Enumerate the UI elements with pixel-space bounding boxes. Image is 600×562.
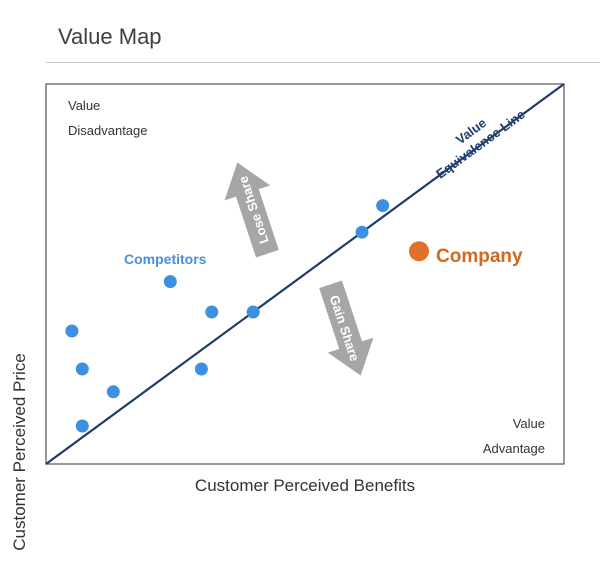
company-point	[409, 241, 429, 262]
competitor-point-8	[246, 305, 260, 319]
competitor-point-5	[163, 275, 177, 289]
lose-share-arrow-shape	[224, 162, 279, 258]
value-map-chart: Lose Share Gain Share Value Equivalence …	[45, 83, 565, 465]
y-axis-label: Customer Perceived Price	[10, 353, 29, 551]
competitor-point-6	[194, 362, 208, 376]
value-advantage-label-line2: Advantage	[483, 441, 545, 456]
value-disadvantage-label-line1: Value	[68, 98, 100, 113]
competitor-point-2	[75, 362, 89, 376]
competitor-point-7	[205, 305, 219, 319]
value-disadvantage-label-line2: Disadvantage	[68, 123, 148, 138]
competitor-point-4	[106, 385, 120, 399]
gain-share-arrow-shape	[319, 280, 374, 376]
competitor-point-1	[65, 324, 79, 338]
x-axis-label: Customer Perceived Benefits	[194, 476, 416, 495]
value-equivalence-line	[45, 83, 565, 465]
page-title: Value Map	[58, 24, 162, 49]
competitors-label: Competitors	[124, 251, 207, 267]
competitor-point-3	[75, 419, 89, 433]
company-label: Company	[436, 246, 523, 267]
competitor-point-9	[355, 225, 369, 239]
data-points	[65, 199, 429, 433]
competitor-point-10	[376, 199, 390, 213]
value-advantage-label-line1: Value	[513, 416, 545, 431]
title-divider	[46, 62, 600, 63]
